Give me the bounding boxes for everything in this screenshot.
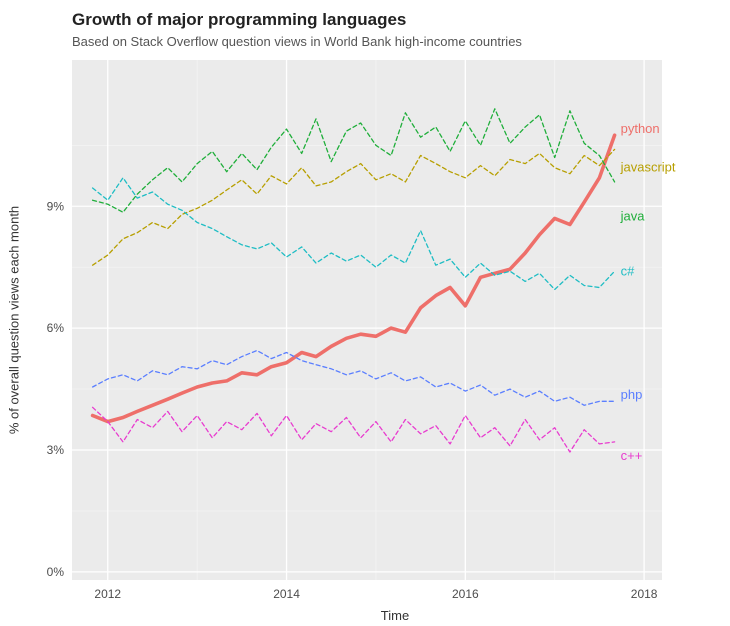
x-axis-label: Time [381,608,409,623]
y-tick-label: 3% [47,443,65,457]
series-label-php: php [621,387,643,402]
series-label-java: java [620,208,646,223]
plot-background [72,60,662,580]
chart-container: Growth of major programming languages Ba… [0,0,730,626]
x-tick-label: 2014 [273,587,300,601]
chart-title: Growth of major programming languages [72,10,406,30]
series-label-cpp: c++ [621,448,643,463]
series-label-csharp: c# [621,263,636,278]
series-label-python: python [621,121,660,136]
series-label-javascript: javascript [620,160,676,175]
chart-subtitle: Based on Stack Overflow question views i… [72,34,522,49]
x-tick-label: 2016 [452,587,479,601]
chart-svg: 2012 2014 2016 2018 0% 3% 6% 9% python javascript… [0,0,730,626]
x-tick-label: 2018 [631,587,658,601]
y-tick-label: 9% [47,199,65,213]
y-axis-label: % of overall question views each month [7,206,22,434]
y-tick-label: 0% [47,565,65,579]
x-tick-label: 2012 [94,587,121,601]
y-tick-label: 6% [47,321,65,335]
